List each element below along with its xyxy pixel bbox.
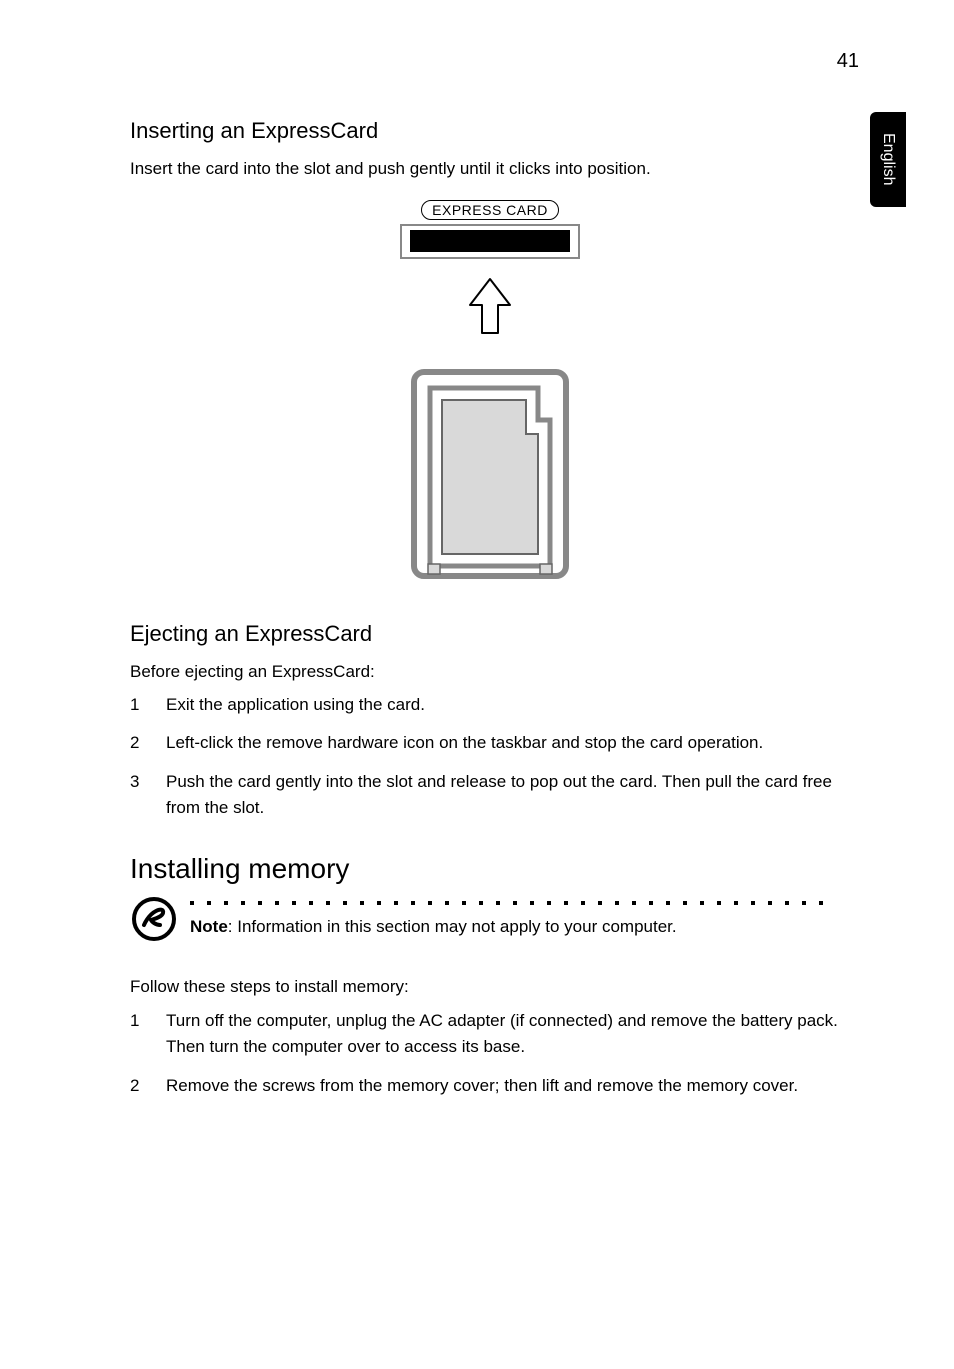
expresscard-shape — [410, 368, 570, 585]
up-arrow-icon — [462, 275, 518, 352]
dots-separator — [190, 901, 830, 905]
list-item: Remove the screws from the memory cover;… — [130, 1073, 850, 1099]
list-item: Left-click the remove hardware icon on t… — [130, 730, 850, 756]
note-body: : Information in this section may not ap… — [228, 917, 677, 936]
eject-intro: Before ejecting an ExpressCard: — [130, 659, 850, 685]
language-tab-label: English — [879, 133, 897, 185]
page-content: Inserting an ExpressCard Insert the card… — [130, 118, 850, 1111]
note-row: Note: Information in this section may no… — [130, 895, 850, 948]
memory-intro: Follow these steps to install memory: — [130, 974, 850, 1000]
note-label: Note — [190, 917, 228, 936]
eject-steps: Exit the application using the card. Lef… — [130, 692, 850, 821]
note-icon — [130, 895, 178, 948]
language-tab: English — [870, 112, 906, 207]
page-number: 41 — [837, 50, 859, 73]
slot-inner — [410, 230, 570, 252]
memory-heading: Installing memory — [130, 853, 850, 885]
note-text: Note: Information in this section may no… — [190, 917, 850, 937]
list-item: Turn off the computer, unplug the AC ada… — [130, 1008, 850, 1061]
slot-outer — [400, 224, 580, 259]
list-item: Push the card gently into the slot and r… — [130, 769, 850, 822]
expresscard-diagram: EXPRESS CARD — [130, 200, 850, 585]
slot-label: EXPRESS CARD — [421, 200, 559, 220]
insert-body: Insert the card into the slot and push g… — [130, 156, 850, 182]
insert-heading: Inserting an ExpressCard — [130, 118, 850, 144]
eject-heading: Ejecting an ExpressCard — [130, 621, 850, 647]
memory-steps: Turn off the computer, unplug the AC ada… — [130, 1008, 850, 1099]
list-item: Exit the application using the card. — [130, 692, 850, 718]
note-content: Note: Information in this section may no… — [190, 895, 850, 937]
